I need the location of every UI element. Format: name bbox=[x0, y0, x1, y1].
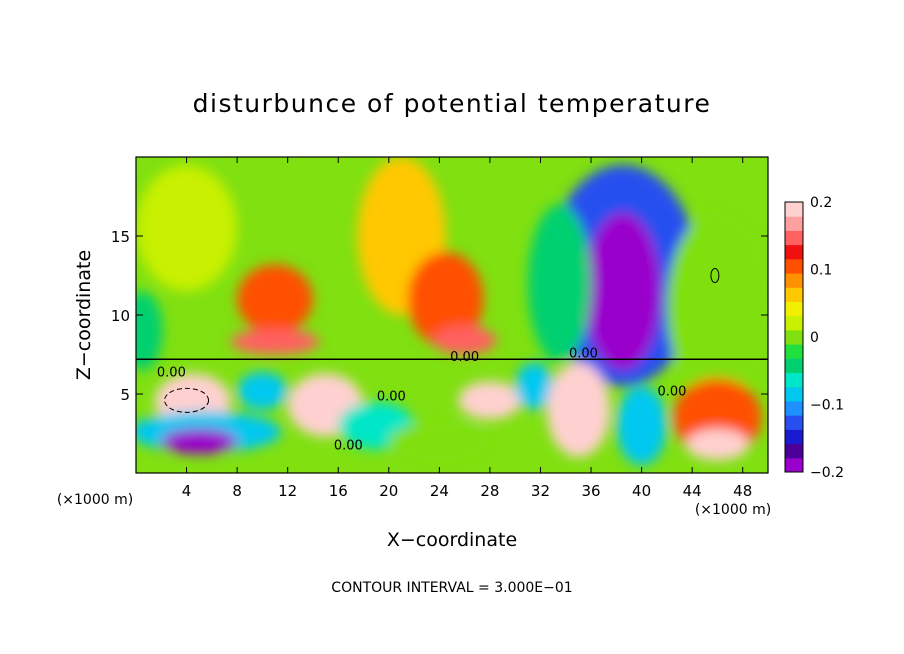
colorbar-swatch-3 bbox=[785, 415, 803, 430]
x-tick-label-6: 28 bbox=[480, 482, 499, 500]
field-region-20 bbox=[546, 362, 611, 458]
colorbar-swatch-7 bbox=[785, 358, 803, 374]
x-tick-label-10: 44 bbox=[683, 482, 702, 500]
x-tick-label-4: 20 bbox=[379, 482, 398, 500]
colorbar-swatch-1 bbox=[785, 443, 803, 459]
colorbar-swatch-14 bbox=[785, 258, 803, 274]
contour-label-2: 0.00 bbox=[569, 347, 598, 362]
colorbar-swatch-10 bbox=[785, 315, 803, 331]
colorbar-swatch-2 bbox=[785, 429, 803, 445]
x-unit-label-right: (×1000 m) bbox=[695, 502, 771, 518]
colorbar-swatch-5 bbox=[785, 386, 803, 402]
contour-label-1: 0.00 bbox=[450, 350, 479, 365]
colorbar-swatch-8 bbox=[785, 344, 803, 359]
field-region-13 bbox=[161, 428, 238, 455]
colorbar-swatch-13 bbox=[785, 273, 803, 288]
contour-label-4: 0.00 bbox=[334, 438, 363, 453]
field-region-10 bbox=[136, 291, 163, 371]
colorbar-swatch-0 bbox=[785, 457, 803, 473]
x-tick-label-7: 32 bbox=[531, 482, 550, 500]
y-tick-label-0: 5 bbox=[120, 386, 130, 404]
x-tick-label-3: 16 bbox=[329, 482, 348, 500]
colorbar-swatch-11 bbox=[785, 301, 803, 317]
field-region-18 bbox=[458, 381, 522, 420]
colorbar-label-1: 0.1 bbox=[810, 263, 832, 279]
colorbar-label-3: −0.1 bbox=[810, 398, 844, 414]
x-tick-label-5: 24 bbox=[430, 482, 449, 500]
colorbar-frame bbox=[784, 201, 804, 473]
colorbar-label-2: 0 bbox=[810, 330, 819, 346]
x-tick-label-2: 12 bbox=[278, 482, 297, 500]
colorbar-swatch-6 bbox=[785, 372, 803, 388]
field-region-0 bbox=[136, 164, 238, 292]
x-tick-label-9: 40 bbox=[632, 482, 651, 500]
field-region-8 bbox=[527, 204, 592, 363]
field-region-4 bbox=[407, 251, 484, 347]
colorbar-swatch-18 bbox=[785, 202, 803, 217]
contour-label-3: 0.00 bbox=[377, 389, 406, 404]
colorbar-swatch-9 bbox=[785, 329, 803, 345]
colorbar-swatch-4 bbox=[785, 400, 803, 416]
x-tick-label-1: 8 bbox=[232, 482, 242, 500]
x-tick-label-11: 48 bbox=[733, 482, 752, 500]
chart-title: disturbunce of potential temperature bbox=[193, 89, 712, 118]
colorbar-swatch-17 bbox=[785, 216, 803, 231]
y-tick-label-2: 15 bbox=[111, 228, 130, 246]
colorbar-label-4: −0.2 bbox=[810, 465, 844, 481]
y-tick-label-1: 10 bbox=[111, 307, 130, 325]
field-region-17 bbox=[388, 422, 490, 461]
x-axis-label: X−coordinate bbox=[387, 529, 517, 551]
field-region-23 bbox=[685, 428, 750, 461]
colorbar-label-0: 0.2 bbox=[810, 195, 832, 211]
y-axis-label: Z−coordinate bbox=[73, 250, 95, 380]
field-region-2 bbox=[230, 329, 320, 355]
field-region-7 bbox=[584, 212, 661, 371]
colorbar-swatch-16 bbox=[785, 230, 803, 246]
x-unit-label-left: (×1000 m) bbox=[57, 492, 133, 508]
x-tick-label-0: 4 bbox=[182, 482, 192, 500]
field-region-21 bbox=[616, 386, 667, 466]
field-region-1 bbox=[237, 264, 313, 334]
plot-area: 0.00 0.00 0.00 0.00 0.00 0.00 bbox=[136, 157, 768, 473]
contour-label-5: 0.00 bbox=[657, 385, 686, 400]
colorbar-swatch-15 bbox=[785, 244, 803, 260]
colorbar: 0.2 0.1 0 −0.1 −0.2 bbox=[784, 195, 844, 481]
x-tick-label-8: 36 bbox=[581, 482, 600, 500]
contour-interval-footer: CONTOUR INTERVAL = 3.000E−01 bbox=[331, 580, 572, 596]
field-region-9 bbox=[666, 212, 768, 402]
field-region-19 bbox=[515, 362, 554, 410]
contour-label-0: 0.00 bbox=[157, 366, 186, 381]
field-region-5 bbox=[433, 326, 497, 355]
contour-line-dashed bbox=[164, 387, 210, 413]
colorbar-swatch-12 bbox=[785, 287, 803, 302]
field-region-14 bbox=[237, 371, 288, 410]
contour-line-small bbox=[710, 268, 720, 283]
